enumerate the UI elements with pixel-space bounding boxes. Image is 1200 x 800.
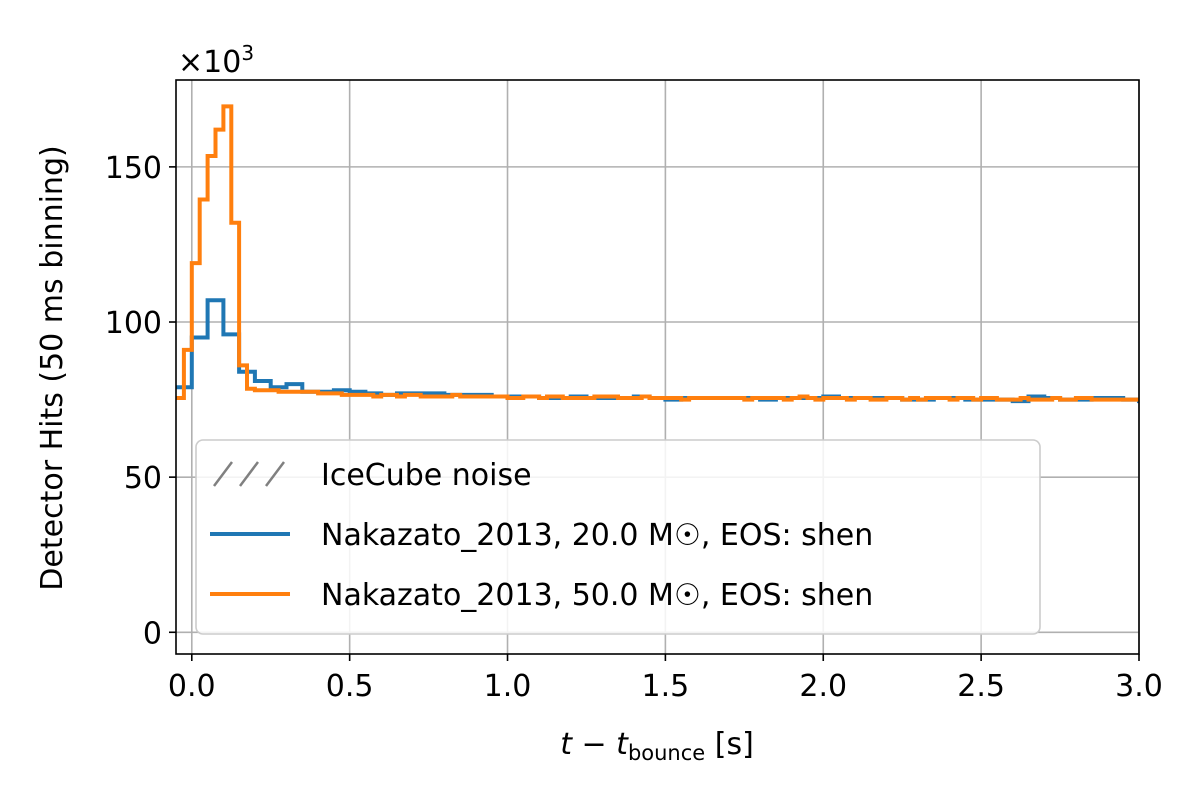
y-tick-label: 0 [143,616,162,651]
y-ticks: 0 50 100 150 [105,151,176,651]
y-axis-label: Detector Hits (50 ms binning) [35,145,70,590]
x-tick-label: 0.5 [326,669,374,704]
plot-frame [175,79,1140,655]
y-tick-label: 100 [105,306,162,341]
legend: IceCube noise Nakazato_2013, 20.0 M☉, EO… [195,439,1041,635]
y-offset-text: ×103 [178,41,254,80]
y-tick-label: 50 [124,461,162,496]
x-axis-label: t − tbounce [s] [560,727,754,765]
y-tick-label: 150 [105,151,162,186]
x-tick-label: 2.0 [799,669,847,704]
series-line-1 [176,104,1139,402]
legend-noise-label: IceCube noise [321,458,532,493]
legend-noise-hatch-icon [213,461,285,487]
x-tick-label: 3.0 [1115,669,1163,704]
legend-label-20msun: Nakazato_2013, 20.0 M☉, EOS: shen [321,518,873,553]
x-tick-label: 1.0 [484,669,532,704]
series-layer [176,104,1139,404]
x-tick-label: 1.5 [642,669,690,704]
legend-box [195,439,1041,635]
x-tick-label: 0.0 [168,669,216,704]
x-tick-label: 2.5 [957,669,1005,704]
legend-label-50msun: Nakazato_2013, 50.0 M☉, EOS: shen [321,578,873,613]
x-ticks: 0.0 0.5 1.0 1.5 2.0 2.5 3.0 [168,654,1163,704]
